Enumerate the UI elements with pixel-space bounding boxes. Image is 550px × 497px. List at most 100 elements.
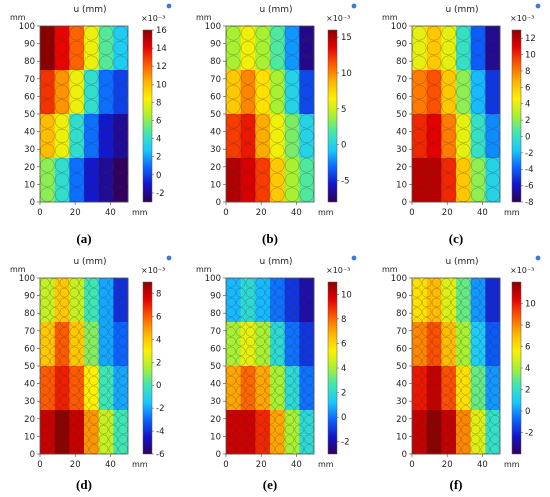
particle-outline (299, 143, 314, 158)
particle-outline (451, 346, 461, 357)
particle-outline (108, 317, 119, 327)
particle-outline (89, 375, 99, 386)
particle-outline (69, 385, 79, 396)
particle-outline (89, 434, 99, 445)
particle-outline (284, 327, 295, 337)
particle-outline (270, 114, 285, 129)
particle-outline (108, 327, 119, 337)
heatmap-cell (240, 366, 256, 411)
colorbar-tick-label: -2 (341, 438, 349, 448)
particle-outline (69, 114, 84, 129)
heatmap-cell (456, 26, 471, 71)
particle-outline (480, 356, 491, 366)
particle-outline (113, 84, 128, 100)
y-tick-label: 80 (24, 309, 35, 319)
heatmap-cell (299, 114, 315, 159)
heatmap-cell (226, 70, 241, 115)
particle-outline (470, 26, 486, 41)
particle-outline (113, 114, 128, 129)
particle-outline (69, 99, 84, 114)
heatmap-cell (40, 366, 55, 411)
particle-outline (470, 405, 481, 415)
y-tick-label: 0 (216, 198, 221, 208)
particle-outline (240, 187, 256, 202)
particle-outline (421, 444, 432, 454)
particle-outline (118, 356, 128, 366)
particle-outline (40, 356, 50, 366)
y-tick-label: 60 (24, 344, 35, 354)
heatmap-cell (441, 70, 457, 115)
colorbar-tick-label: 8 (156, 289, 161, 299)
particle-outline (461, 336, 471, 347)
panel-caption: (d) (76, 477, 92, 492)
heatmap-cell (456, 410, 471, 455)
y-tick-label: 10 (396, 432, 407, 442)
particle-outline (294, 307, 305, 317)
particle-outline (441, 307, 451, 317)
particle-outline (490, 424, 500, 435)
y-tick-label: 20 (24, 415, 35, 425)
particle-outline (118, 385, 128, 396)
particle-outline (235, 415, 246, 425)
particle-outline (412, 356, 422, 366)
y-tick-label: 10 (210, 432, 221, 442)
y-tick-label: 20 (210, 163, 221, 173)
heatmap-cell (270, 278, 285, 323)
colorbar-tick-label: 2 (341, 389, 346, 399)
heatmap-cell (255, 278, 271, 323)
logo-dot-icon (535, 255, 541, 261)
heatmap-cell (284, 158, 300, 203)
particle-outline (235, 307, 246, 317)
particle-outline (441, 385, 451, 396)
particle-outline (270, 143, 285, 158)
particle-outline (412, 385, 422, 396)
colorbar-tick-label: 6 (525, 343, 530, 353)
colorbar-multiplier: ×10⁻³ (141, 266, 165, 275)
particle-outline (284, 395, 295, 405)
particle-outline (412, 84, 427, 100)
heatmap-cell (54, 114, 70, 159)
particle-outline (470, 336, 481, 347)
particle-outline (265, 356, 275, 366)
colorbar-tick-label: -4 (156, 427, 164, 437)
heatmap-cell (270, 158, 285, 203)
colorbar-tick-label: 0 (156, 171, 161, 181)
particle-outline (59, 307, 70, 317)
particle-outline (441, 55, 456, 70)
particle-outline (235, 434, 246, 445)
particle-outline (275, 385, 285, 396)
heatmap-cell (270, 410, 285, 455)
particle-outline (245, 385, 256, 396)
particle-outline (441, 405, 451, 415)
particle-outline (98, 297, 109, 308)
particle-outline (431, 444, 442, 454)
colorbar-tick-label: 5 (341, 105, 346, 115)
particle-outline (294, 385, 305, 396)
particle-outline (255, 114, 270, 129)
particle-outline (40, 70, 55, 85)
particle-outline (69, 26, 84, 41)
particle-outline (426, 128, 442, 144)
particle-outline (461, 395, 471, 405)
particle-outline (441, 128, 456, 144)
heatmap-cell (299, 366, 315, 411)
particle-outline (69, 336, 79, 347)
particle-outline (108, 307, 119, 317)
heatmap-cell (470, 158, 486, 203)
particle-outline (255, 143, 270, 158)
particle-outline (421, 356, 432, 366)
particle-outline (275, 297, 285, 308)
particle-outline (470, 84, 486, 100)
particle-outline (284, 346, 295, 357)
y-tick-label: 60 (210, 344, 221, 354)
particle-outline (299, 26, 314, 41)
particle-outline (470, 128, 486, 144)
heatmap-cell (40, 410, 55, 455)
particle-outline (294, 278, 305, 288)
particle-outline (431, 375, 442, 386)
particle-outline (421, 327, 432, 337)
particle-outline (265, 434, 275, 445)
particle-outline (412, 158, 427, 173)
particle-outline (456, 99, 471, 114)
particle-outline (461, 375, 471, 386)
